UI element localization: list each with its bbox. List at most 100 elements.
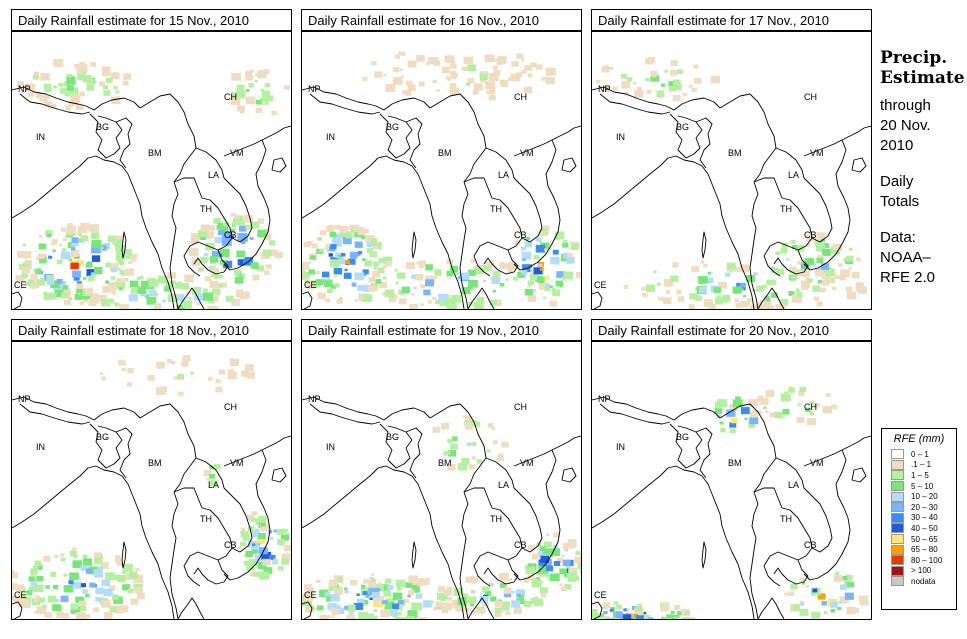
rain-cell [536, 64, 543, 70]
rain-cell [107, 284, 117, 292]
rain-cell [302, 261, 310, 270]
rain-cell [25, 597, 30, 601]
rain-cell [485, 262, 490, 266]
rain-cell [207, 305, 218, 309]
rain-cell [504, 591, 512, 598]
legend-label: 65 – 80 [911, 545, 938, 555]
rain-cell [663, 297, 672, 305]
rain-cell [208, 225, 216, 231]
rain-cell [609, 608, 614, 612]
rain-cell [688, 304, 695, 309]
rain-cell [38, 597, 46, 603]
rain-cell [303, 584, 312, 591]
rain-cell [217, 230, 224, 236]
rain-cell [361, 584, 366, 589]
label-vm: VM [520, 458, 534, 468]
rain-cell [621, 81, 631, 89]
rain-cell [94, 570, 103, 578]
rain-cell [521, 251, 532, 260]
rain-cell [370, 238, 378, 244]
rain-cell [799, 608, 809, 616]
rain-cell [533, 254, 540, 260]
rain-cell [802, 270, 811, 277]
rain-cell [450, 74, 457, 79]
rain-cell [378, 582, 382, 586]
rain-cell [97, 566, 103, 571]
rain-cell [332, 238, 342, 247]
rain-cell [447, 597, 452, 601]
rain-cell [516, 593, 521, 597]
rain-cell [374, 596, 384, 604]
label-bm: BM [728, 458, 742, 468]
rain-cell [734, 298, 740, 303]
rain-cell [373, 274, 377, 278]
rain-cell [369, 597, 373, 600]
rain-cell [220, 282, 227, 288]
rain-cell [326, 249, 330, 252]
rain-cell [241, 527, 246, 532]
rain-cell [521, 270, 528, 275]
rain-cell [268, 530, 273, 534]
rain-cell [354, 602, 363, 610]
rain-cell [271, 110, 277, 116]
legend-item: 65 – 80 [891, 544, 956, 555]
label-np: NP [18, 394, 31, 404]
rain-cell [19, 594, 27, 601]
rain-cell [374, 270, 379, 274]
rain-cell [349, 611, 354, 616]
rain-cell [82, 298, 88, 303]
rain-cell [237, 295, 241, 298]
legend-swatch [891, 555, 904, 566]
rain-cell [562, 252, 570, 259]
rain-cell [734, 266, 741, 272]
rain-cell [677, 611, 683, 616]
label-ch: CH [224, 92, 237, 102]
rain-cell [382, 264, 387, 269]
label-bg: BG [96, 432, 109, 442]
rain-cell [765, 303, 772, 308]
rain-cell [529, 273, 538, 281]
rain-cell [85, 568, 93, 574]
rain-cell [537, 551, 545, 557]
rain-cell [358, 614, 368, 619]
label-la: LA [788, 480, 799, 490]
legend-label: 5 – 10 [911, 481, 934, 491]
rain-cell [675, 614, 680, 619]
rain-cell [121, 304, 129, 309]
rain-cell [63, 299, 72, 306]
rain-cell [122, 80, 129, 86]
rain-cell [407, 60, 417, 68]
rain-cell [74, 294, 82, 300]
legend-item: 10 – 20 [891, 491, 956, 502]
rain-cell [42, 604, 47, 609]
rain-cell [579, 568, 581, 574]
rain-cell [367, 579, 377, 587]
rain-cell [382, 292, 387, 296]
rain-cell [236, 250, 246, 258]
rain-cell [344, 587, 348, 590]
rain-cell [434, 269, 442, 275]
rain-cell [454, 604, 460, 609]
country-labels: NP IN BG CH BM VM LA TH CB CE [594, 84, 824, 290]
rain-cell [625, 608, 630, 612]
rain-cell [338, 225, 349, 234]
rain-cell [447, 438, 453, 444]
rain-cell [446, 586, 453, 591]
rain-cell [791, 245, 797, 250]
rain-cell [392, 77, 403, 85]
rain-cell [209, 256, 219, 263]
rain-cell [33, 71, 39, 76]
rain-cell [25, 281, 31, 287]
rain-cell [476, 296, 485, 303]
legend-swatch [891, 459, 904, 470]
rain-cell [114, 239, 123, 247]
rain-cell [645, 78, 650, 82]
rain-cell [540, 555, 550, 563]
rain-cell [278, 566, 284, 571]
rain-cell [840, 269, 850, 278]
rain-cell [707, 271, 711, 275]
rain-cell [566, 256, 575, 264]
rain-cell [90, 272, 97, 277]
rain-cell [328, 583, 338, 591]
